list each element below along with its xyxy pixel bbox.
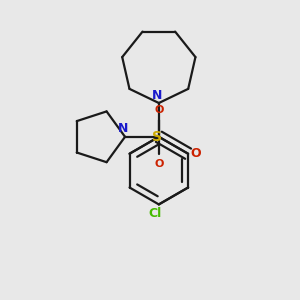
Text: S: S — [152, 130, 162, 144]
Text: O: O — [154, 105, 164, 115]
Text: N: N — [118, 122, 129, 135]
Text: N: N — [152, 88, 163, 101]
Text: O: O — [190, 147, 201, 160]
Text: O: O — [154, 159, 164, 169]
Text: Cl: Cl — [149, 207, 162, 220]
